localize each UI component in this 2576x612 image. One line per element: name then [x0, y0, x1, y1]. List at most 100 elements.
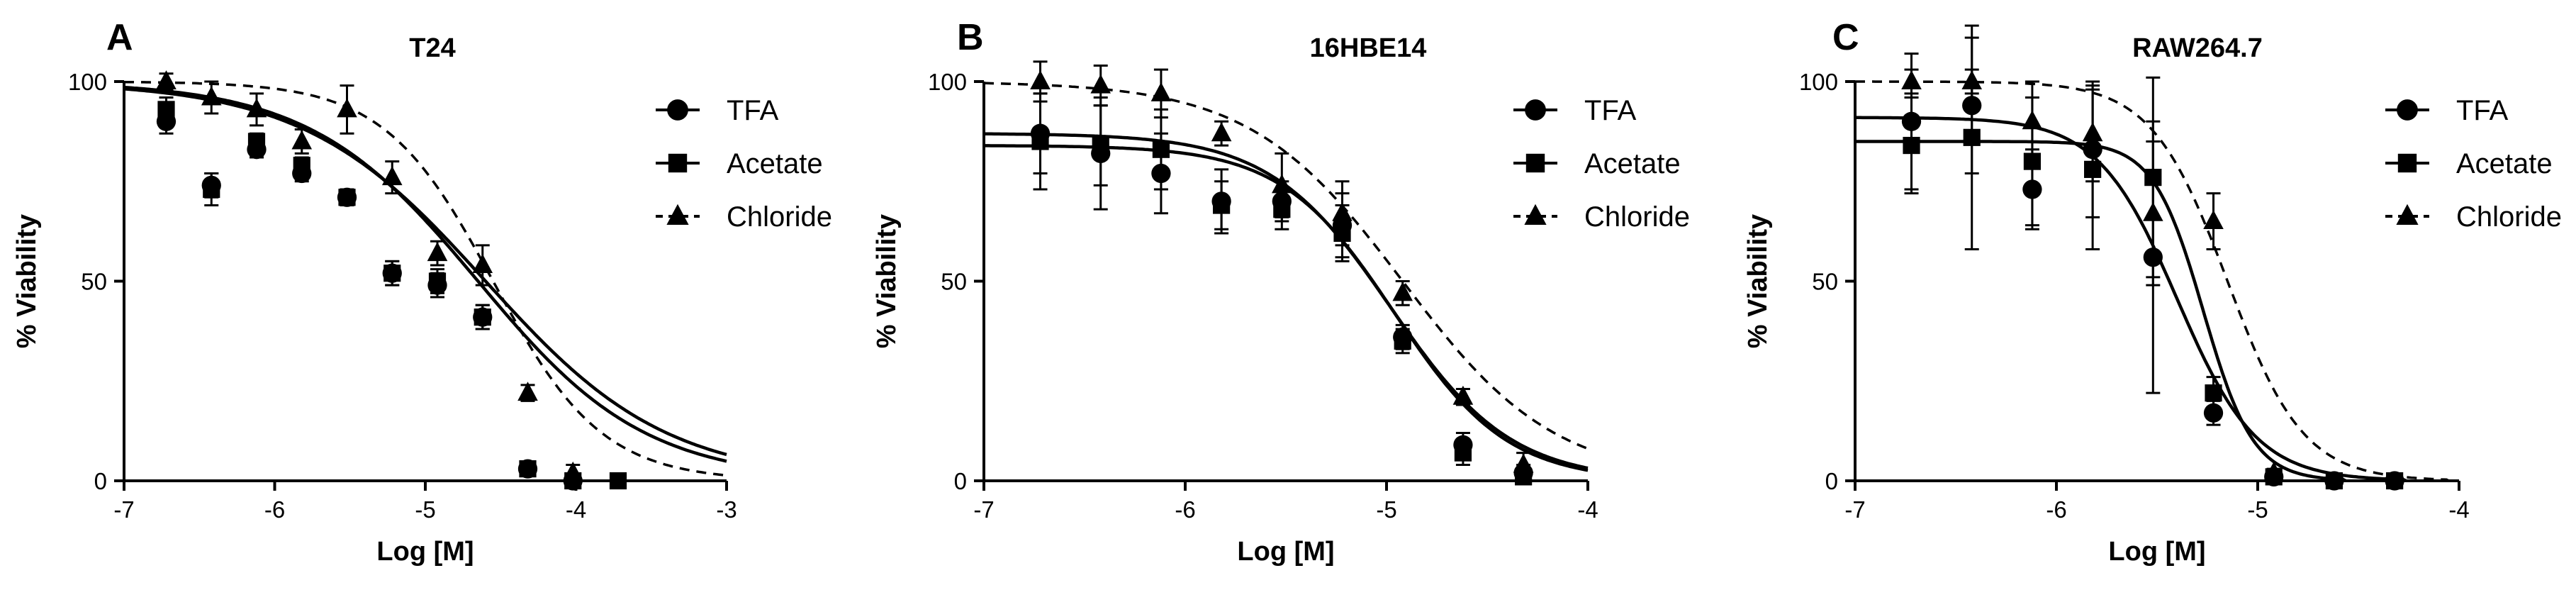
data-point-chloride: [2203, 210, 2224, 230]
y-tick-label: 50: [81, 269, 107, 295]
panel-label: A: [106, 17, 133, 58]
fit-curve-chloride: [984, 82, 1589, 450]
data-point-chloride: [246, 98, 267, 118]
legend-marker-tfa: [667, 99, 688, 121]
data-point-chloride: [1272, 174, 1292, 194]
legend-label: Chloride: [2456, 201, 2562, 233]
data-point-acetate: [1152, 140, 1170, 158]
data-point-acetate: [474, 308, 491, 326]
x-tick-label: -5: [2247, 496, 2268, 523]
chart-title: T24: [409, 33, 455, 63]
data-point-acetate: [428, 272, 447, 290]
x-tick-label: -3: [716, 496, 737, 523]
data-point-acetate: [1454, 444, 1472, 462]
legend-label: TFA: [2456, 95, 2509, 126]
x-tick-label: -7: [113, 496, 134, 523]
fit-curve-tfa: [1855, 116, 2407, 483]
data-point-chloride: [1901, 70, 1922, 89]
y-axis-label: % Viability: [872, 214, 902, 348]
data-point-chloride: [1961, 70, 1983, 89]
legend-label: Acetate: [727, 148, 823, 179]
data-point-acetate: [2205, 384, 2222, 402]
data-point-chloride: [291, 130, 313, 150]
data-point-chloride: [2143, 201, 2163, 221]
fit-curve-acetate: [1855, 140, 2347, 483]
data-point-acetate: [203, 180, 220, 199]
x-tick-label: -6: [264, 496, 285, 523]
data-point-chloride: [2082, 122, 2103, 142]
legend-marker-tfa: [1525, 99, 1546, 121]
data-point-chloride: [1513, 453, 1534, 473]
data-point-chloride: [1332, 201, 1353, 221]
x-tick-label: -5: [1376, 496, 1396, 523]
x-tick-label: -7: [1844, 496, 1865, 523]
y-tick-label: 50: [1812, 269, 1838, 295]
data-point-acetate: [1031, 133, 1049, 150]
data-point-chloride: [381, 166, 403, 186]
y-axis-label: % Viability: [12, 214, 42, 348]
x-tick-label: -6: [1175, 496, 1195, 523]
data-point-acetate: [338, 189, 356, 206]
chart-panel-a: A T24 -7 -6 -5 -4 -3 0 50 100 Log [M] % Viability TF…: [12, 17, 832, 567]
data-point-chloride: [562, 461, 583, 481]
legend-label: Acetate: [2456, 148, 2553, 179]
x-tick-label: -7: [973, 496, 994, 523]
data-point-chloride: [1452, 385, 1474, 405]
y-tick-label: 50: [941, 269, 967, 295]
data-point-chloride: [156, 70, 177, 89]
x-tick-label: -4: [2448, 496, 2469, 523]
y-tick-label: 0: [1825, 468, 1838, 494]
legend-label: TFA: [1584, 95, 1637, 126]
data-point-chloride: [1150, 82, 1172, 101]
legend-marker-chloride: [2396, 204, 2419, 225]
data-point-acetate: [1903, 136, 1920, 155]
data-point-chloride: [1090, 74, 1111, 94]
panel-label: C: [1832, 17, 1859, 58]
y-tick-label: 0: [954, 468, 967, 494]
data-point-acetate: [157, 101, 175, 118]
data-point-chloride: [427, 242, 448, 262]
data-point-acetate: [1394, 332, 1411, 350]
legend-label: TFA: [727, 95, 779, 126]
legend-marker-chloride: [1524, 204, 1547, 225]
data-point-chloride: [1211, 122, 1232, 142]
legend-marker-acetate: [1525, 153, 1545, 173]
data-point-acetate: [293, 157, 310, 174]
fit-curve-acetate: [123, 87, 727, 457]
x-tick-label: -4: [1577, 496, 1598, 523]
data-point-acetate: [609, 472, 627, 490]
data-point-chloride: [1030, 70, 1051, 89]
legend-marker-chloride: [666, 204, 689, 225]
data-point-chloride: [517, 382, 538, 401]
legend-label: Chloride: [1584, 201, 1690, 233]
y-tick-label: 100: [1799, 69, 1838, 95]
data-point-chloride: [2022, 110, 2043, 130]
y-tick-label: 100: [928, 69, 967, 95]
chart-title: RAW264.7: [2132, 33, 2263, 63]
data-point-acetate: [1213, 196, 1231, 214]
data-point-acetate: [383, 265, 401, 282]
legend-label: Chloride: [727, 201, 832, 233]
data-point-acetate: [2386, 472, 2404, 490]
legend-label: Acetate: [1584, 148, 1681, 179]
data-point-acetate: [1963, 128, 1981, 146]
x-axis-label: Log [M]: [2108, 537, 2205, 567]
data-point-chloride: [1392, 282, 1413, 301]
panel-label: B: [957, 17, 984, 58]
data-point-acetate: [247, 133, 266, 150]
data-point-chloride: [201, 86, 222, 106]
x-tick-label: -6: [2046, 496, 2066, 523]
y-tick-label: 100: [68, 69, 107, 95]
chart-panel-c: C RAW264.7 -7 -6 -5 -4 0 50 100 Log [M] % Viabilit…: [1743, 17, 2562, 567]
fit-curve-tfa: [123, 85, 727, 463]
legend-marker-acetate: [2397, 153, 2417, 173]
data-point-acetate: [1092, 136, 1109, 155]
data-point-chloride: [472, 254, 493, 273]
x-tick-label: -4: [566, 496, 586, 523]
legend-marker-acetate: [668, 153, 688, 173]
data-point-chloride: [337, 98, 357, 118]
chart-title: 16HBE14: [1310, 33, 1427, 63]
fit-curve-chloride: [123, 80, 727, 477]
chart-panel-b: B 16HBE14 -7 -6 -5 -4 0 50 100 Log [M] % Viability…: [872, 17, 1690, 567]
